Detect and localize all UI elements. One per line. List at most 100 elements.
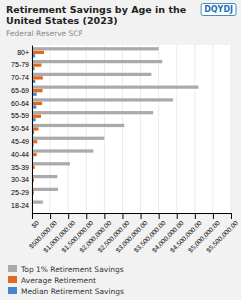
bar [32, 76, 43, 79]
legend-label: Top 1% Retirement Savings [20, 265, 124, 274]
logo-box [201, 4, 236, 16]
y-tick-label: 75-79 [11, 61, 29, 68]
grid-line [32, 45, 33, 213]
y-tick: 50-54 [11, 125, 29, 132]
x-tick-mark [195, 213, 196, 219]
logo-text: DQYDJ [204, 5, 233, 14]
title: Retirement Savings by Age in theUnited S… [6, 4, 186, 26]
bar [32, 115, 41, 118]
bar [32, 162, 70, 165]
bar [32, 188, 58, 191]
title-line: Retirement Savings by Age in the [6, 4, 186, 15]
x-tick: $0 [30, 213, 40, 229]
y-tick-label: 25-29 [11, 189, 29, 196]
y-tick-label: 50-54 [11, 125, 29, 132]
legend-item: Median Retirement Savings [8, 287, 124, 296]
y-tick-label: 40-44 [11, 151, 29, 158]
legend-label: Average Retirement [21, 276, 96, 285]
y-tick: 35-39 [11, 164, 29, 171]
bar [32, 60, 162, 63]
bars [32, 47, 198, 211]
y-tick-label: 70-74 [11, 74, 29, 81]
x-tick: $1,000,000.00 [42, 213, 77, 254]
x-tick-mark [213, 213, 214, 219]
legend-item: Average Retirement [8, 276, 96, 285]
y-tick: 18-24 [11, 202, 29, 209]
x-tick-mark [177, 213, 178, 219]
x-tick: $3,000,000.00 [114, 213, 149, 254]
bar [32, 86, 198, 89]
y-tick-label: 45-49 [11, 138, 29, 145]
y-tick: 75-79 [11, 61, 29, 68]
legend-swatch [8, 265, 17, 272]
legend-item: Top 1% Retirement Savings [8, 265, 124, 274]
bar [32, 102, 42, 105]
x-tick: $2,000,000.00 [78, 213, 113, 254]
y-tick: 70-74 [11, 74, 29, 81]
grid [32, 45, 231, 213]
legend-swatch [8, 287, 17, 294]
grid-line [231, 45, 232, 213]
y-tick-label: 65-69 [11, 87, 29, 94]
grid-line [104, 45, 105, 213]
bar-series [32, 47, 198, 204]
grid-line [158, 45, 159, 213]
y-tick-label: 35-39 [11, 164, 29, 171]
y-tick: 30-34 [11, 176, 29, 183]
y-tick: 55-59 [11, 112, 29, 119]
x-tick: $4,500,000.00 [168, 213, 203, 254]
x-tick-mark [32, 213, 33, 219]
x-axis: $0$500,000.00$1,000,000.00$1,500,000.00$… [28, 213, 240, 254]
y-tick-label: 60-64 [11, 100, 29, 107]
x-tick-mark [50, 213, 51, 219]
grid-line [176, 45, 177, 213]
bar [32, 89, 42, 92]
y-tick: 80+ [17, 49, 29, 56]
logo: DQYDJ [201, 4, 236, 16]
bar-series [32, 51, 44, 208]
subtitle: Federal Reserve SCF [6, 29, 83, 38]
y-tick-label: 55-59 [11, 112, 29, 119]
y-tick-label: 30-34 [11, 176, 29, 183]
legend-swatch [8, 276, 17, 283]
bar [32, 51, 44, 54]
x-tick-mark [231, 213, 232, 219]
bar [32, 124, 124, 127]
grid-line [122, 45, 123, 213]
y-tick: 60-64 [11, 100, 29, 107]
x-tick-mark [122, 213, 123, 219]
x-tick: $5,500,000.00 [205, 213, 240, 254]
y-tick: 45-49 [11, 138, 29, 145]
x-tick-label: $5,500,000.00 [205, 219, 240, 254]
x-axis-line [33, 213, 232, 214]
chart: DQYDJ Retirement Savings by Age in theUni… [0, 0, 241, 300]
grid-line [86, 45, 87, 213]
bar [32, 47, 159, 50]
title-line: United States (2023) [6, 15, 118, 26]
bar [32, 111, 153, 114]
x-tick: $2,500,000.00 [96, 213, 131, 254]
y-axis: 18-24 25-29 30-34 35-39 40-44 45-49 50-54 55-59… [11, 46, 32, 214]
x-tick-label: $0 [30, 219, 40, 229]
bar [32, 137, 104, 140]
y-tick: 65-69 [11, 87, 29, 94]
grid-line [68, 45, 69, 213]
grid-line [140, 45, 141, 213]
x-tick-mark [141, 213, 142, 219]
bar [32, 201, 43, 204]
x-tick: $4,000,000.00 [150, 213, 185, 254]
x-tick: $3,500,000.00 [132, 213, 167, 254]
x-tick: $5,000,000.00 [187, 213, 222, 254]
y-axis-line [32, 46, 33, 214]
bar [32, 63, 41, 66]
bar [32, 149, 94, 152]
x-tick-mark [104, 213, 105, 219]
plot-background [32, 45, 231, 213]
legend: Top 1% Retirement Savings Average Retirem… [8, 265, 124, 296]
bar [32, 73, 151, 76]
bar [32, 175, 57, 178]
grid-line [212, 45, 213, 213]
grid-line [194, 45, 195, 213]
legend-label: Median Retirement Savings [21, 287, 124, 296]
y-tick: 40-44 [11, 151, 29, 158]
